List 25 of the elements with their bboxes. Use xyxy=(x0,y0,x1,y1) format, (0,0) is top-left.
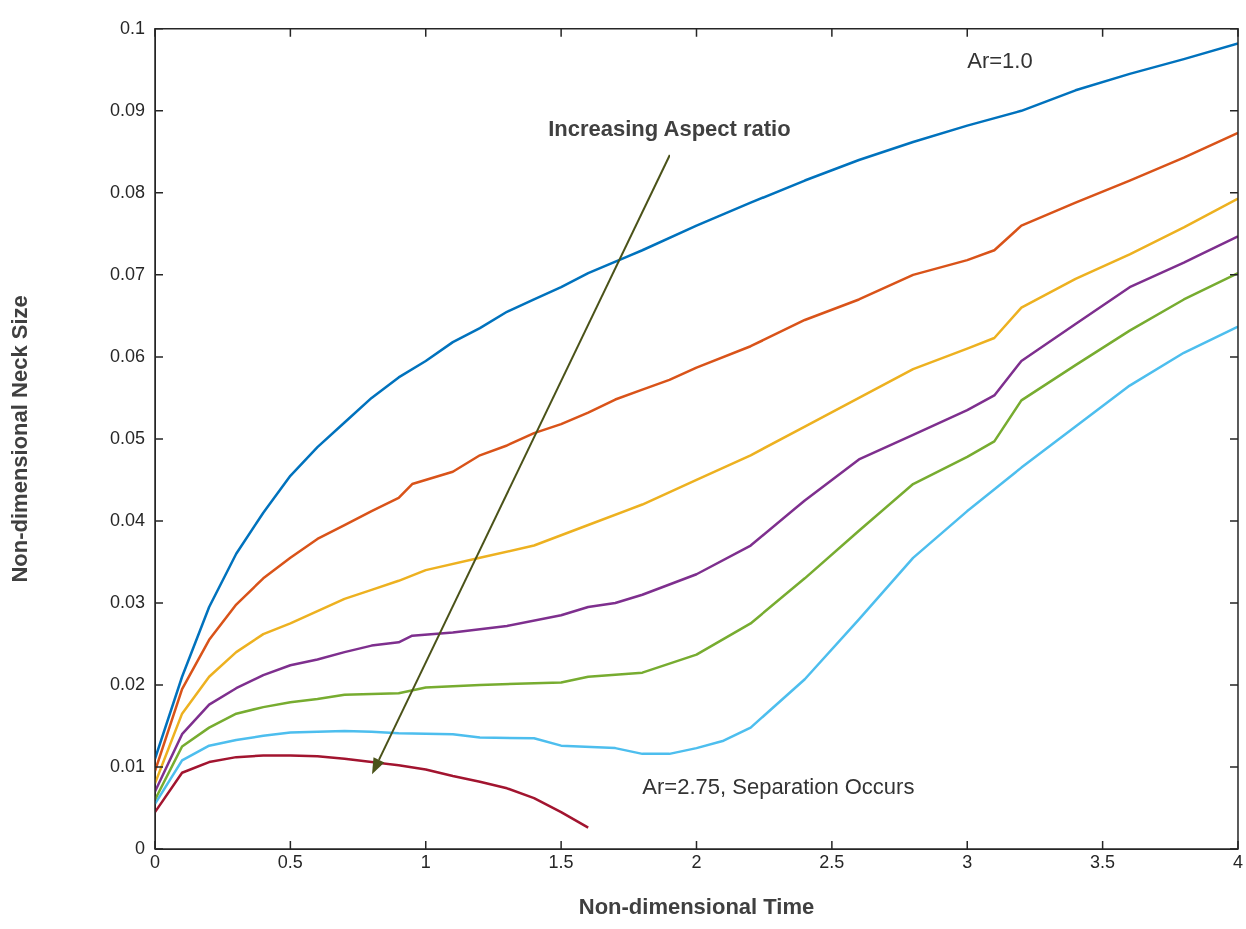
x-tick-label: 4 xyxy=(1232,851,1243,872)
y-tick-label: 0.04 xyxy=(109,509,145,530)
y-tick-label: 0 xyxy=(134,837,145,858)
y-tick-label: 0.09 xyxy=(109,99,145,120)
annotation: Ar=2.75, Separation Occurs xyxy=(642,773,915,799)
y-tick-label: 0.05 xyxy=(109,427,145,448)
x-tick-label: 2.5 xyxy=(819,851,845,872)
x-tick-label: 0.5 xyxy=(277,851,303,872)
y-axis-title: Non-dimensional Neck Size xyxy=(7,295,33,583)
x-tick-label: 0 xyxy=(149,851,161,872)
x-tick-label: 1 xyxy=(420,851,431,872)
annotation: Ar=1.0 xyxy=(967,47,1033,73)
y-tick-label: 0.03 xyxy=(109,591,145,612)
y-tick-label: 0.08 xyxy=(109,181,145,202)
x-tick-label: 3 xyxy=(962,851,973,872)
x-tick-label: 1.5 xyxy=(548,851,574,872)
y-tick-label: 0.06 xyxy=(109,345,145,366)
x-axis-title: Non-dimensional Time xyxy=(578,893,815,919)
y-tick-label: 0.07 xyxy=(109,263,145,284)
x-tick-label: 2 xyxy=(691,851,702,872)
annotation: Increasing Aspect ratio xyxy=(548,115,791,141)
x-tick-label: 3.5 xyxy=(1090,851,1116,872)
y-tick-label: 0.02 xyxy=(109,673,145,694)
y-tick-label: 0.01 xyxy=(109,755,145,776)
y-tick-label: 0.1 xyxy=(119,17,145,38)
